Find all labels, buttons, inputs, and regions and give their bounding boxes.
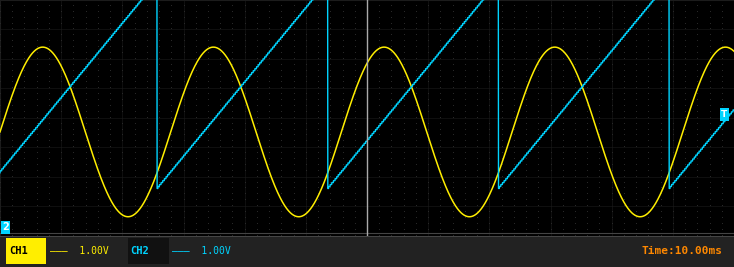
Text: Time:10.00ms: Time:10.00ms — [642, 246, 723, 256]
Text: CH2: CH2 — [131, 246, 150, 256]
Text: –––  1.00V: ––– 1.00V — [50, 246, 109, 256]
Text: –––  1.00V: ––– 1.00V — [172, 246, 231, 256]
Text: T: T — [722, 110, 727, 119]
FancyBboxPatch shape — [128, 238, 169, 265]
Text: 2: 2 — [2, 222, 9, 232]
Text: CH1: CH1 — [10, 246, 29, 256]
FancyBboxPatch shape — [6, 238, 46, 265]
